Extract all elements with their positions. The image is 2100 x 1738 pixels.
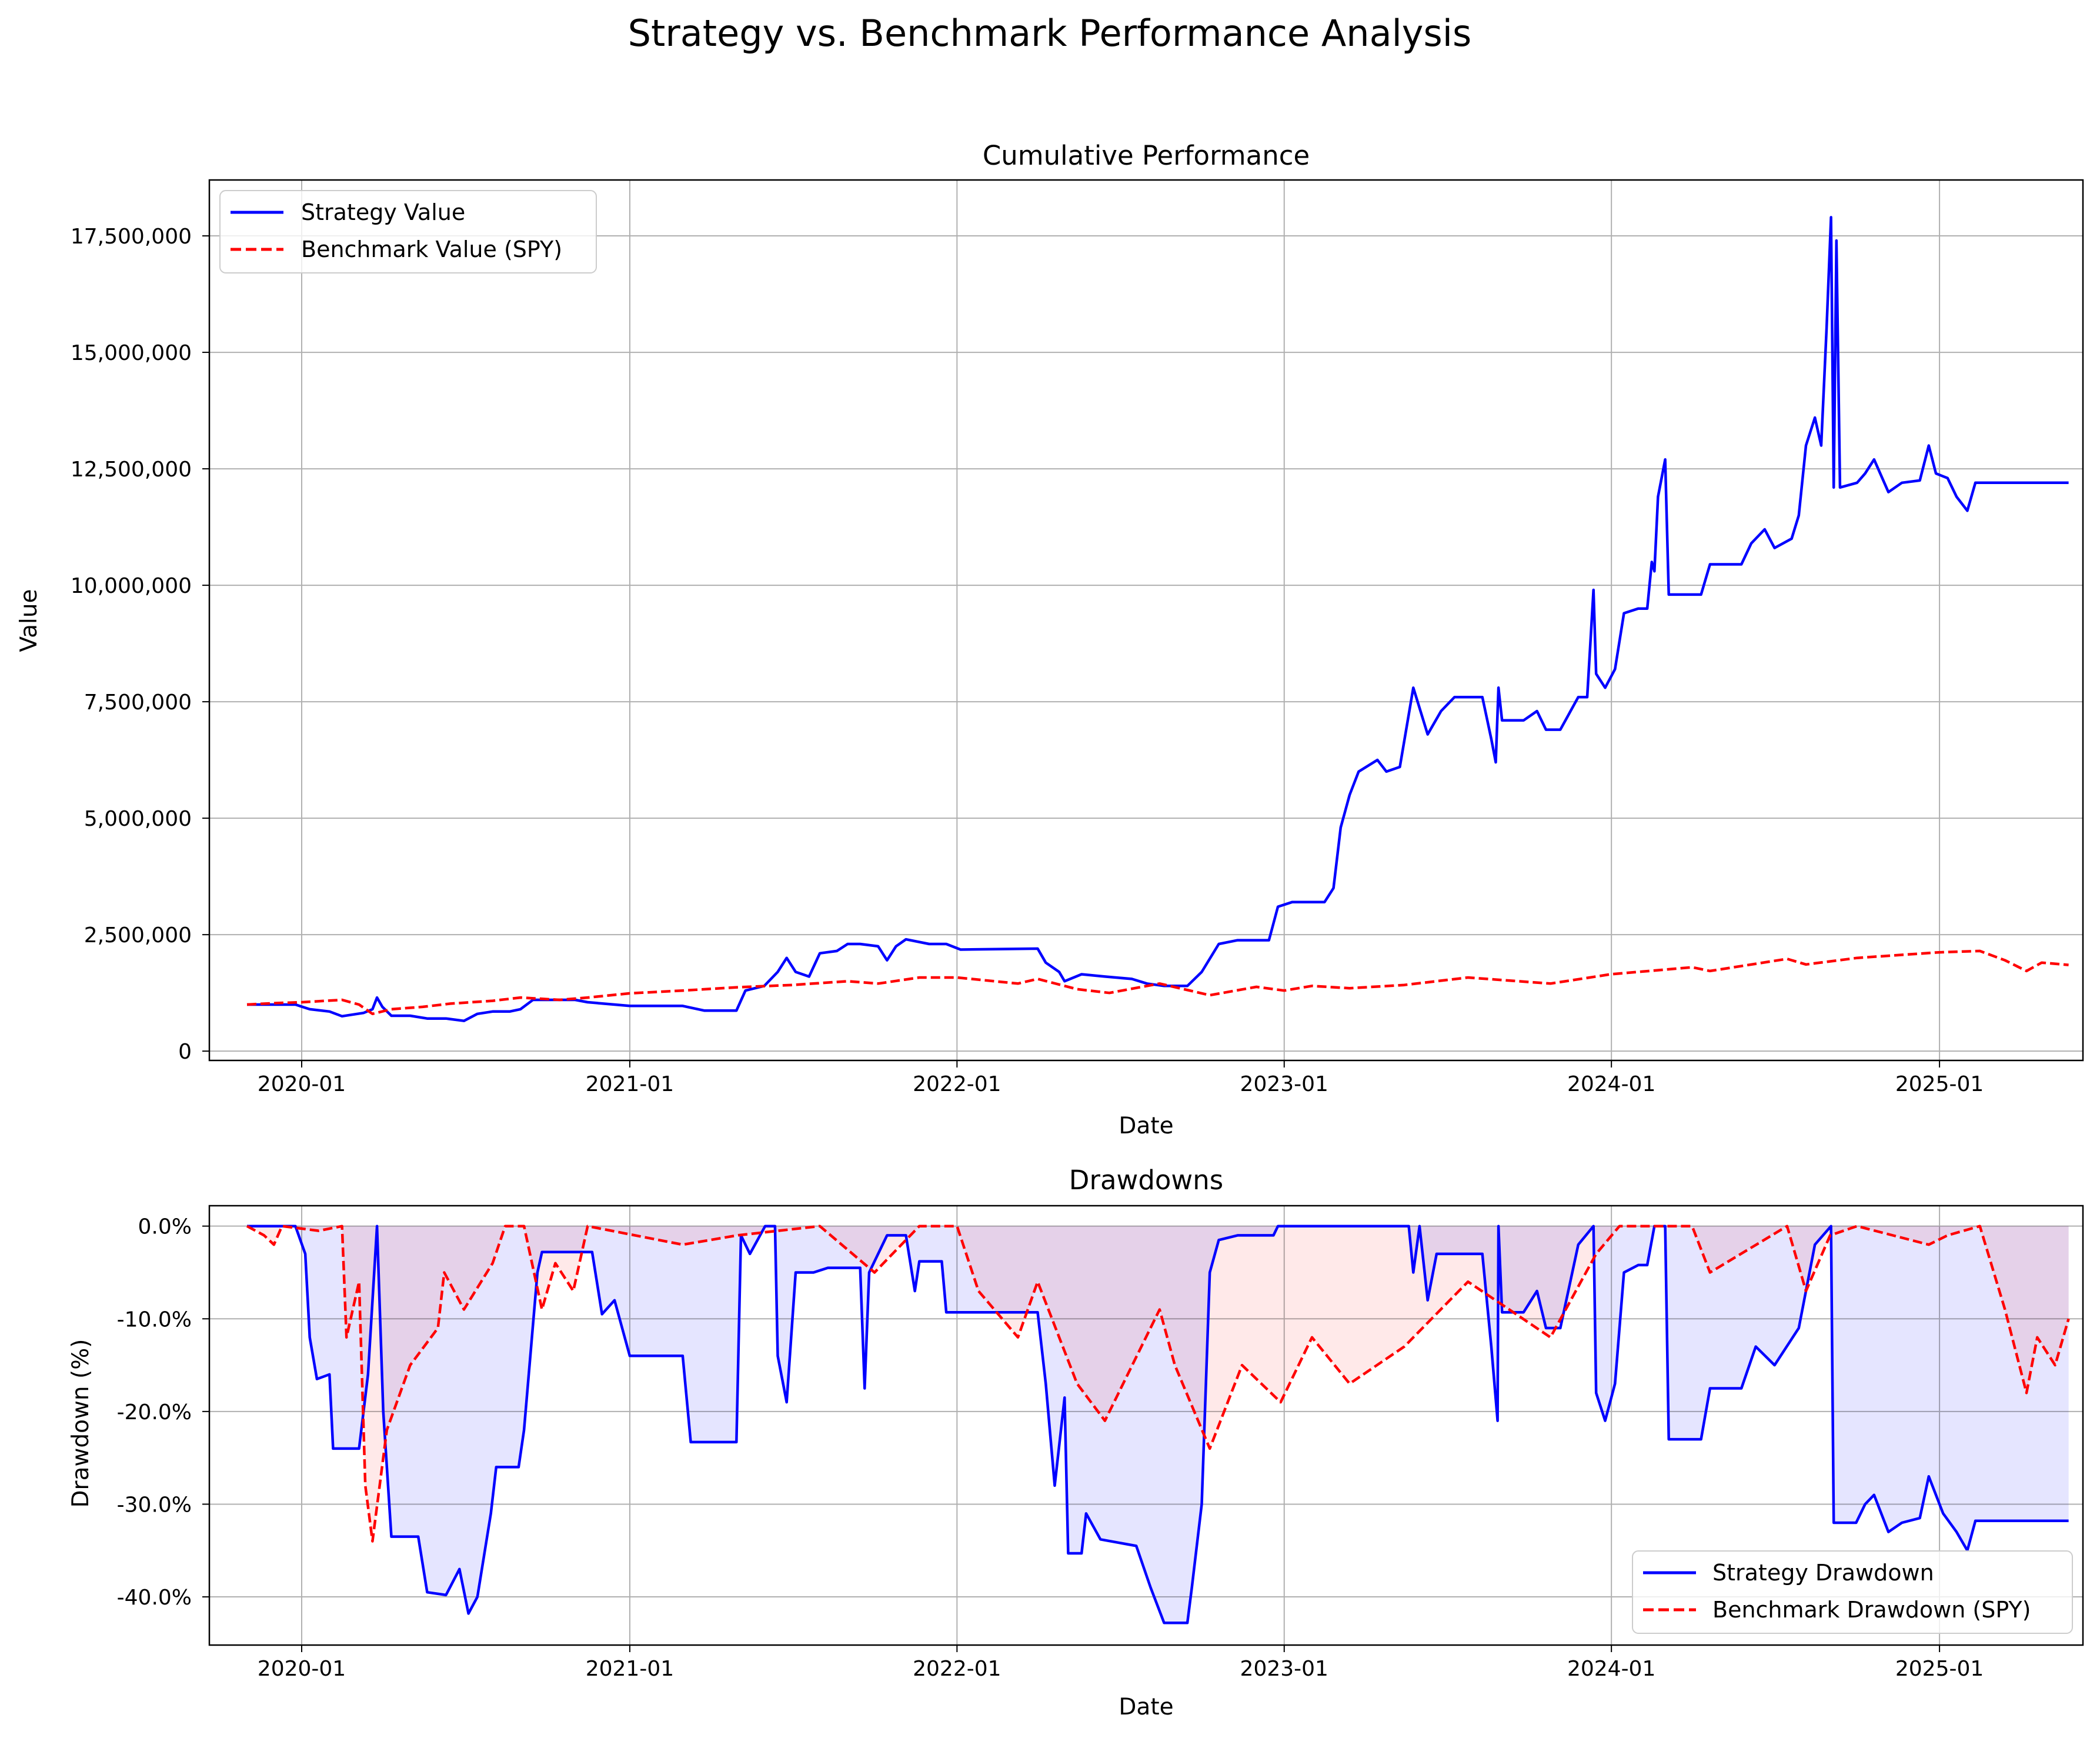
cumulative-y-axis-label: Value (16, 589, 42, 652)
strategy-value-line (247, 216, 2069, 1022)
cumulative-x-ticks: 2020-01 2021-01 2022-01 2023-01 2024-01 2025-… (258, 1060, 1984, 1096)
y-tick-label: 2,500,000 (84, 923, 192, 948)
drawdowns-series (246, 1225, 2070, 1624)
legend-strategy-drawdown-label: Strategy Drawdown (1712, 1560, 1934, 1586)
x-tick-label: 2020-01 (258, 1657, 346, 1681)
drawdowns-x-ticks: 2020-01 2021-01 2022-01 2023-01 2024-01 2025-… (258, 1645, 1984, 1681)
y-tick-label: -20.0% (117, 1400, 192, 1425)
cumulative-performance-title: Cumulative Performance (983, 140, 1310, 171)
x-tick-label: 2024-01 (1567, 1072, 1655, 1096)
drawdowns-y-axis-label: Drawdown (%) (68, 1339, 94, 1508)
cumulative-series (246, 216, 2069, 1022)
x-tick-label: 2025-01 (1895, 1072, 1984, 1096)
benchmark-drawdown-fill (247, 1226, 2069, 1542)
y-tick-label: 10,000,000 (71, 574, 192, 598)
drawdowns-fills (247, 1226, 2069, 1623)
drawdowns-axes-frame (208, 1205, 2084, 1646)
x-tick-label: 2023-01 (1240, 1072, 1328, 1096)
cumulative-y-ticks: 0 2,500,000 5,000,000 7,500,000 10,000,000 12… (71, 225, 209, 1064)
cumulative-legend-box (219, 190, 597, 273)
x-tick-label: 2022-01 (913, 1072, 1001, 1096)
drawdowns-panel: Drawdowns 2020-01 2021-01 2022-01 2023-01 20… (68, 1165, 2084, 1720)
y-tick-label: 12,500,000 (71, 458, 192, 482)
strategy-drawdown-line (247, 1225, 2069, 1624)
y-tick-label: 5,000,000 (84, 807, 192, 831)
x-tick-label: 2022-01 (913, 1657, 1001, 1681)
cumulative-grid (209, 180, 2083, 1060)
y-tick-label: 0 (178, 1040, 192, 1064)
legend-benchmark-value-label: Benchmark Value (SPY) (301, 236, 562, 262)
y-tick-label: -30.0% (117, 1493, 192, 1517)
drawdowns-x-axis-label: Date (1119, 1694, 1173, 1720)
legend-strategy-value-label: Strategy Value (301, 199, 465, 225)
cumulative-performance-panel: Cumulative Performance 2020-01 2021-01 202… (16, 140, 2084, 1139)
y-tick-label: -10.0% (117, 1307, 192, 1332)
figure-suptitle: Strategy vs. Benchmark Performance Analy… (628, 12, 1472, 55)
cumulative-axes-frame (208, 179, 2084, 1062)
drawdowns-y-ticks: 0.0% -10.0% -20.0% -30.0% -40.0% (117, 1215, 209, 1610)
drawdowns-legend-box (1632, 1550, 2073, 1634)
x-tick-label: 2021-01 (586, 1657, 674, 1681)
y-tick-label: 7,500,000 (84, 690, 192, 715)
drawdowns-title: Drawdowns (1069, 1165, 1223, 1196)
y-tick-label: -40.0% (117, 1586, 192, 1610)
x-tick-label: 2021-01 (586, 1072, 674, 1096)
legend-benchmark-drawdown-label: Benchmark Drawdown (SPY) (1712, 1597, 2031, 1623)
y-tick-label: 17,500,000 (71, 225, 192, 249)
strategy-drawdown-fill (247, 1226, 2069, 1623)
cumulative-x-axis-label: Date (1119, 1113, 1173, 1139)
y-tick-label: 15,000,000 (71, 341, 192, 365)
x-tick-label: 2023-01 (1240, 1657, 1328, 1681)
x-tick-label: 2024-01 (1567, 1657, 1655, 1681)
cumulative-legend: Strategy Value Benchmark Value (SPY) (219, 190, 597, 273)
y-tick-label: 0.0% (138, 1215, 192, 1239)
drawdowns-legend: Strategy Drawdown Benchmark Drawdown (SP… (1632, 1550, 2073, 1634)
benchmark-drawdown-line (246, 1225, 2070, 1543)
x-tick-label: 2025-01 (1895, 1657, 1984, 1681)
benchmark-value-line (246, 949, 2069, 1016)
x-tick-label: 2020-01 (258, 1072, 346, 1096)
